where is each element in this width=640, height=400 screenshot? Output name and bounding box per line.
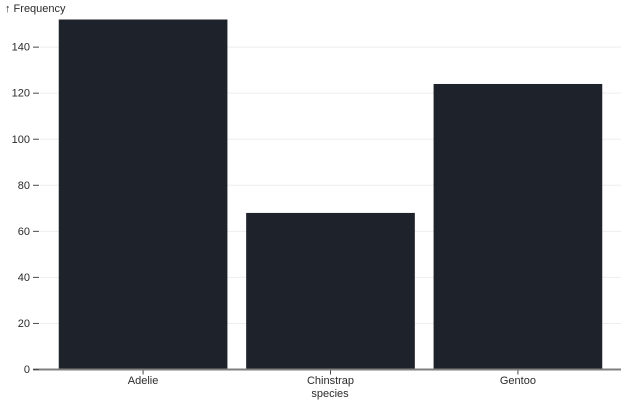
bar-adelie — [58, 19, 228, 370]
y-axis-label: ↑ Frequency — [5, 3, 66, 15]
y-tick-label: 60 — [18, 226, 30, 238]
y-tick-label: 20 — [18, 318, 30, 330]
x-tick-label: Chinstrap — [307, 375, 354, 387]
y-tick-label: 0 — [24, 364, 30, 376]
y-tick-label: 40 — [18, 272, 30, 284]
x-axis-label: species — [311, 388, 349, 400]
bar-gentoo — [433, 83, 603, 370]
x-tick-label: Adelie — [128, 375, 159, 387]
y-tick-label: 80 — [18, 180, 30, 192]
bar-chinstrap — [246, 212, 415, 370]
y-tick-label: 120 — [12, 88, 30, 100]
x-tick-label: Gentoo — [500, 375, 536, 387]
y-tick-label: 140 — [12, 42, 30, 54]
y-tick-label: 100 — [12, 134, 30, 146]
